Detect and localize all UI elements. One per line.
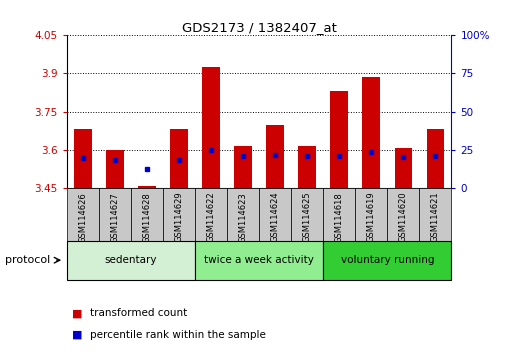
Bar	[131, 188, 163, 241]
Text: GSM114626: GSM114626	[78, 192, 87, 242]
Bar	[299, 146, 316, 188]
Bar	[330, 91, 348, 188]
Bar	[427, 129, 444, 188]
Bar	[74, 129, 91, 188]
Title: GDS2173 / 1382407_at: GDS2173 / 1382407_at	[182, 21, 337, 34]
Text: voluntary running: voluntary running	[341, 255, 434, 265]
Bar	[67, 188, 98, 241]
Bar	[98, 188, 131, 241]
Bar	[394, 148, 412, 188]
Text: GSM114622: GSM114622	[206, 192, 215, 242]
Text: GSM114624: GSM114624	[270, 192, 280, 242]
Text: ■: ■	[72, 308, 82, 318]
Bar	[387, 188, 420, 241]
Text: GSM114620: GSM114620	[399, 192, 408, 242]
Bar	[170, 129, 188, 188]
Text: GSM114628: GSM114628	[142, 192, 151, 242]
Bar	[138, 186, 155, 188]
Text: GSM114619: GSM114619	[367, 192, 376, 242]
Text: protocol: protocol	[5, 255, 50, 265]
Text: GSM114629: GSM114629	[174, 192, 184, 242]
Bar	[291, 188, 323, 241]
Text: GSM114621: GSM114621	[431, 192, 440, 242]
Text: sedentary: sedentary	[105, 255, 157, 265]
Bar	[195, 188, 227, 241]
Bar	[67, 241, 195, 280]
Bar	[227, 188, 259, 241]
Bar	[323, 241, 451, 280]
Text: GSM114618: GSM114618	[334, 192, 344, 242]
Bar	[323, 188, 355, 241]
Bar	[234, 146, 252, 188]
Bar	[363, 77, 380, 188]
Bar	[202, 67, 220, 188]
Bar	[195, 241, 323, 280]
Text: transformed count: transformed count	[90, 308, 187, 318]
Text: twice a week activity: twice a week activity	[204, 255, 314, 265]
Bar	[163, 188, 195, 241]
Bar	[266, 125, 284, 188]
Text: GSM114625: GSM114625	[303, 192, 312, 242]
Text: GSM114627: GSM114627	[110, 192, 120, 242]
Bar	[420, 188, 451, 241]
Text: GSM114623: GSM114623	[239, 192, 248, 242]
Bar	[106, 149, 124, 188]
Text: ■: ■	[72, 330, 82, 339]
Bar	[259, 188, 291, 241]
Text: percentile rank within the sample: percentile rank within the sample	[90, 330, 266, 339]
Bar	[355, 188, 387, 241]
